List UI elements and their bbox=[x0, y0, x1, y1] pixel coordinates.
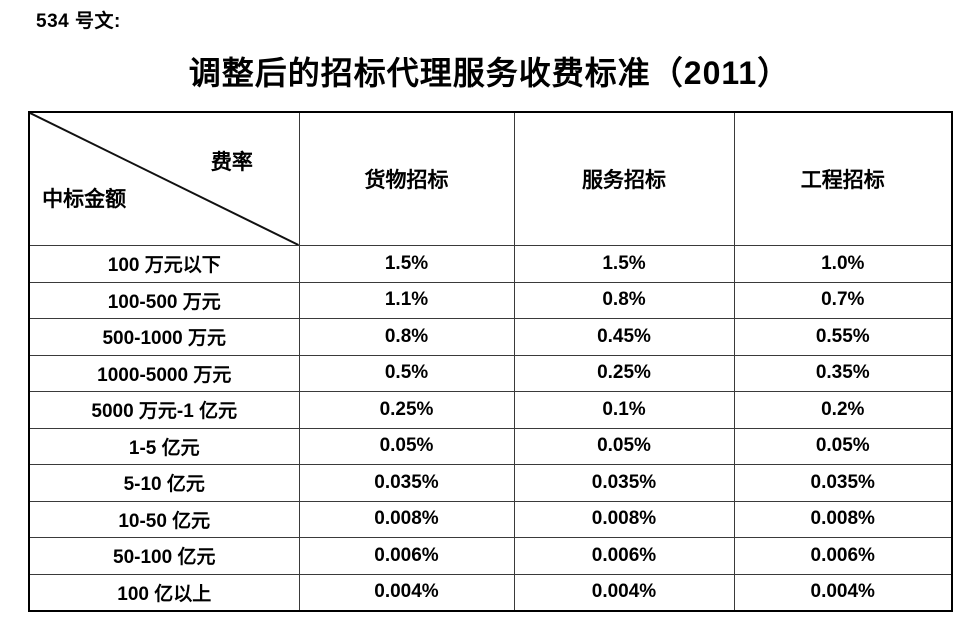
rate-cell: 0.006% bbox=[513, 537, 735, 575]
table-row: 1000-5000 万元 0.5% 0.25% 0.35% bbox=[28, 354, 953, 392]
column-header-works-tender: 工程招标 bbox=[733, 111, 953, 246]
amount-range-cell: 1000-5000 万元 bbox=[28, 354, 300, 392]
amount-range-cell: 5000 万元-1 亿元 bbox=[28, 391, 300, 429]
rate-cell: 0.05% bbox=[513, 427, 735, 465]
rate-cell: 0.5% bbox=[298, 354, 515, 392]
page-title: 调整后的招标代理服务收费标准（2011） bbox=[188, 55, 791, 91]
table-row: 100 亿以上 0.004% 0.004% 0.004% bbox=[28, 573, 953, 612]
amount-range-cell: 100 亿以上 bbox=[28, 573, 300, 612]
doc-number: 534 号文: bbox=[36, 11, 121, 32]
amount-range-cell: 5-10 亿元 bbox=[28, 464, 300, 502]
rate-cell: 0.006% bbox=[298, 537, 515, 575]
rate-cell: 1.5% bbox=[298, 245, 515, 283]
rate-cell: 1.5% bbox=[513, 245, 735, 283]
rate-cell: 0.7% bbox=[733, 281, 953, 319]
amount-range-cell: 100 万元以下 bbox=[28, 245, 300, 283]
rate-cell: 0.8% bbox=[298, 318, 515, 356]
diagonal-line bbox=[30, 113, 299, 245]
rate-cell: 0.035% bbox=[733, 464, 953, 502]
rate-cell: 0.05% bbox=[733, 427, 953, 465]
rate-cell: 0.45% bbox=[513, 318, 735, 356]
rate-cell: 1.0% bbox=[733, 245, 953, 283]
corner-label-rate: 费率 bbox=[210, 151, 253, 174]
rate-cell: 0.004% bbox=[513, 573, 735, 612]
table-row: 500-1000 万元 0.8% 0.45% 0.55% bbox=[28, 318, 953, 356]
rate-cell: 0.004% bbox=[733, 573, 953, 612]
rate-cell: 0.55% bbox=[733, 318, 953, 356]
header-row: 费率 中标金额 货物招标 服务招标 工程招标 bbox=[28, 111, 953, 246]
rate-cell: 0.35% bbox=[733, 354, 953, 392]
table-row: 5-10 亿元 0.035% 0.035% 0.035% bbox=[28, 464, 953, 502]
rate-cell: 0.8% bbox=[513, 281, 735, 319]
rate-cell: 0.008% bbox=[733, 500, 953, 538]
amount-range-cell: 500-1000 万元 bbox=[28, 318, 300, 356]
table-row: 50-100 亿元 0.006% 0.006% 0.006% bbox=[28, 537, 953, 575]
corner-label-bid-amount: 中标金额 bbox=[42, 187, 127, 211]
rate-cell: 0.035% bbox=[513, 464, 735, 502]
rate-cell: 0.25% bbox=[513, 354, 735, 392]
table-row: 1-5 亿元 0.05% 0.05% 0.05% bbox=[28, 427, 953, 465]
rate-cell: 0.004% bbox=[298, 573, 515, 612]
rate-cell: 1.1% bbox=[298, 281, 515, 319]
table-row: 10-50 亿元 0.008% 0.008% 0.008% bbox=[28, 500, 953, 538]
column-header-service-tender: 服务招标 bbox=[513, 111, 735, 246]
rate-cell: 0.05% bbox=[298, 427, 515, 465]
rate-cell: 0.008% bbox=[513, 500, 735, 538]
table-corner-cell: 费率 中标金额 bbox=[28, 111, 300, 246]
column-header-goods-tender: 货物招标 bbox=[298, 111, 515, 246]
table-row: 100 万元以下 1.5% 1.5% 1.0% bbox=[28, 245, 953, 283]
rate-cell: 0.1% bbox=[513, 391, 735, 429]
rate-cell: 0.035% bbox=[298, 464, 515, 502]
table-row: 100-500 万元 1.1% 0.8% 0.7% bbox=[28, 281, 953, 319]
rate-cell: 0.2% bbox=[733, 391, 953, 429]
rate-cell: 0.008% bbox=[298, 500, 515, 538]
amount-range-cell: 100-500 万元 bbox=[28, 281, 300, 319]
fee-standard-table: 费率 中标金额 货物招标 服务招标 工程招标 100 万元以下 1.5% 1.5… bbox=[28, 111, 953, 612]
rate-cell: 0.006% bbox=[733, 537, 953, 575]
rate-cell: 0.25% bbox=[298, 391, 515, 429]
amount-range-cell: 10-50 亿元 bbox=[28, 500, 300, 538]
table-row: 5000 万元-1 亿元 0.25% 0.1% 0.2% bbox=[28, 391, 953, 429]
amount-range-cell: 50-100 亿元 bbox=[28, 537, 300, 575]
amount-range-cell: 1-5 亿元 bbox=[28, 427, 300, 465]
